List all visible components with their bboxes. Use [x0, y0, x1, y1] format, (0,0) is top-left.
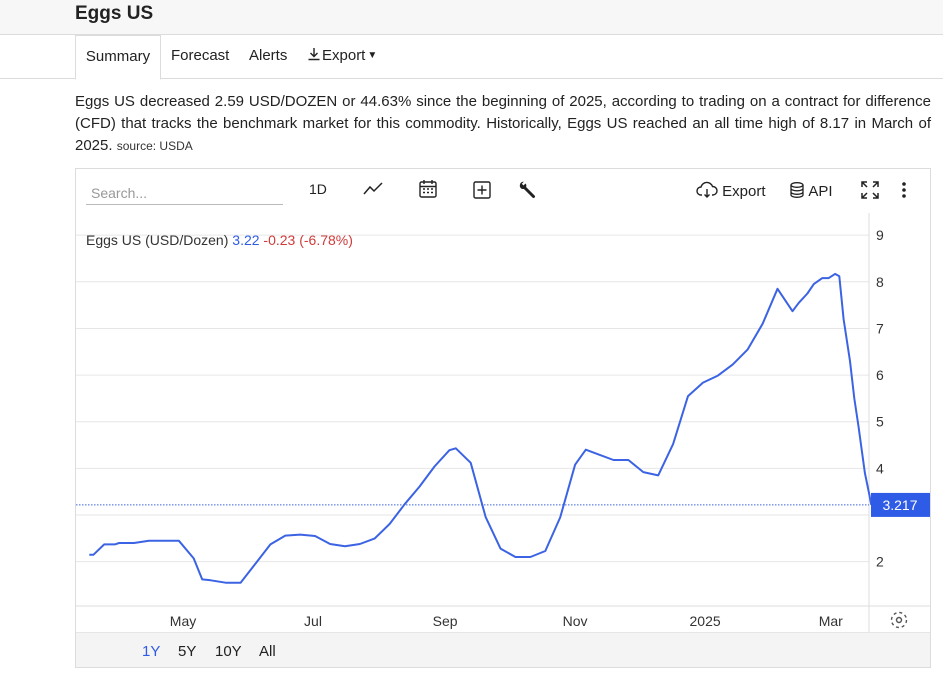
wrench-icon[interactable] — [517, 179, 537, 204]
description: Eggs US decreased 2.59 USD/DOZEN or 44.6… — [75, 91, 931, 157]
tab-forecast[interactable]: Forecast — [171, 47, 230, 64]
y-tick-label: 2 — [876, 554, 884, 570]
settings-gear-icon[interactable] — [890, 611, 908, 629]
range-1y[interactable]: 1Y — [142, 643, 161, 660]
tab-alerts[interactable]: Alerts — [249, 47, 288, 64]
series-line-eggs-us — [89, 272, 873, 584]
y-tick-label: 8 — [876, 274, 884, 290]
api-label: API — [808, 183, 833, 200]
chart-legend: Eggs US (USD/Dozen) 3.22 -0.23 (-6.78%) — [86, 232, 353, 248]
compare-plus-icon[interactable] — [471, 179, 493, 204]
y-tick-label: 4 — [876, 460, 884, 476]
y-tick-label: 6 — [876, 367, 884, 383]
tab-export[interactable]: Export ▼ — [306, 35, 377, 79]
range-10y[interactable]: 10Y — [215, 643, 242, 660]
chart-export-label: Export — [722, 183, 766, 200]
y-tick-label: 5 — [876, 414, 884, 430]
search-input[interactable] — [86, 181, 283, 205]
tab-summary[interactable]: Summary — [75, 35, 161, 80]
last-value-label: 3.217 — [882, 497, 917, 513]
x-tick-label: Jul — [304, 613, 322, 629]
tab-bar: Summary Forecast Alerts Export ▼ — [0, 35, 943, 80]
page-header: Eggs US — [0, 0, 943, 35]
database-icon — [790, 182, 804, 198]
x-tick-label: Sep — [433, 613, 458, 629]
calendar-icon[interactable] — [417, 178, 439, 203]
cloud-download-icon — [696, 181, 718, 198]
range-all[interactable]: All — [259, 643, 276, 660]
chart-toolbar: 1D Export API — [76, 169, 930, 213]
legend-change: -0.23 (-6.78%) — [263, 232, 353, 248]
source-label: source: USDA — [116, 139, 193, 153]
legend-series-name: Eggs US (USD/Dozen) — [86, 232, 229, 248]
download-icon — [308, 48, 320, 61]
x-tick-label: May — [170, 613, 196, 629]
api-button[interactable]: API — [789, 181, 833, 200]
more-menu-icon[interactable] — [899, 179, 909, 204]
y-tick-label: 9 — [876, 227, 884, 243]
tab-export-label: Export — [322, 47, 366, 64]
last-value-badge — [871, 492, 930, 517]
fullscreen-icon[interactable] — [859, 179, 881, 204]
x-tick-label: Nov — [563, 613, 588, 629]
legend-last-value: 3.22 — [232, 232, 260, 248]
interval-button[interactable]: 1D — [309, 181, 327, 197]
y-tick-label: 7 — [876, 320, 884, 336]
range-selector: 1Y 5Y 10Y All — [76, 632, 930, 667]
chevron-down-icon: ▼ — [367, 50, 378, 61]
chart-panel: 1D Export API 2 4 5 6 7 8 9 May Jul Sep Nov 2025 Mar… — [75, 168, 931, 668]
chart-export-button[interactable]: Export — [696, 181, 766, 200]
range-5y[interactable]: 5Y — [178, 643, 197, 660]
x-tick-label: 2025 — [690, 613, 721, 629]
description-text: Eggs US decreased 2.59 USD/DOZEN or 44.6… — [75, 93, 931, 154]
page-title: Eggs US — [75, 3, 154, 24]
line-chart[interactable]: 2 4 5 6 7 8 9 May Jul Sep Nov 2025 Mar 3.217 — [76, 213, 930, 632]
x-tick-label: Mar — [819, 613, 843, 629]
chart-type-line-icon[interactable] — [362, 179, 384, 202]
